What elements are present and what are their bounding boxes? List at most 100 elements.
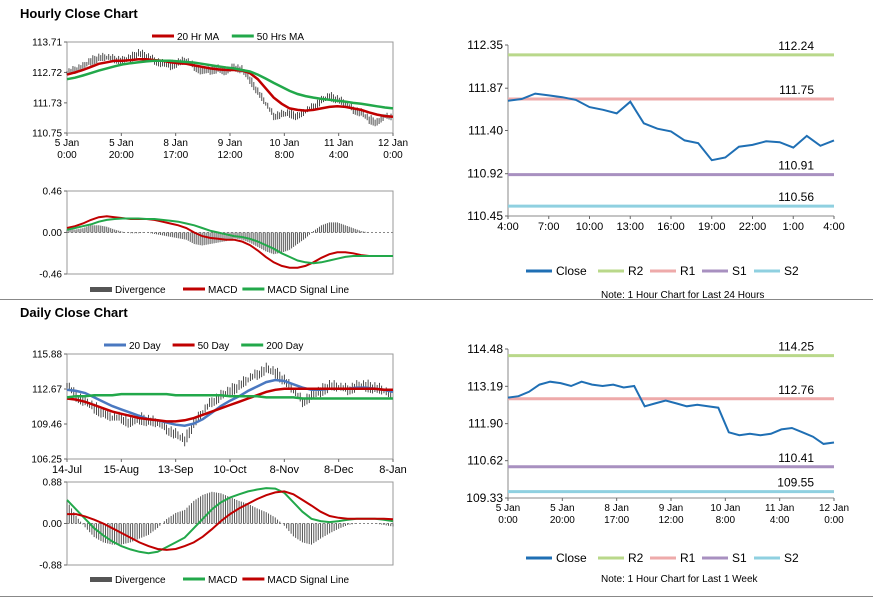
level-label-r2: 112.24	[778, 39, 814, 53]
x-tick-label: 19:00	[698, 221, 726, 233]
y-tick-label: -0.46	[39, 270, 62, 281]
x-tick-label: 5 Jan	[55, 138, 79, 149]
legend-label: S2	[784, 264, 799, 278]
x-tick-label: 15-Aug	[104, 464, 139, 476]
level-label-r2: 114.25	[778, 340, 814, 354]
legend-label: Close	[556, 551, 587, 565]
x-tick-label: 8-Nov	[270, 464, 300, 476]
x-tick-label: 4:00	[497, 221, 518, 233]
y-tick-label: 114.48	[467, 342, 503, 356]
legend-label: R1	[680, 264, 696, 278]
x-tick-label: 1:00	[783, 221, 804, 233]
legend-label: MACD Signal Line	[267, 575, 349, 586]
y-tick-label: 0.88	[43, 478, 63, 489]
y-tick-label: 111.40	[468, 124, 503, 138]
series-line	[66, 215, 393, 269]
bottom-divider	[0, 596, 873, 597]
y-tick-label: 109.46	[31, 420, 62, 431]
x-tick-label: 17:00	[163, 150, 188, 161]
legend-label: 200 Day	[266, 341, 303, 352]
x-tick-label: 0:00	[383, 150, 403, 161]
x-tick-label: 10 Jan	[710, 503, 740, 514]
legend-label: Divergence	[115, 285, 166, 296]
x-tick-label: 12:00	[658, 515, 683, 526]
x-tick-label: 8-Dec	[324, 464, 354, 476]
x-tick-label: 0:00	[57, 150, 77, 161]
legend-label: R2	[628, 551, 644, 565]
y-tick-label: -0.88	[39, 561, 62, 572]
chart-note: Note: 1 Hour Chart for Last 1 Week	[601, 574, 759, 585]
x-tick-label: 5 Jan	[496, 503, 520, 514]
level-label-r1: 111.75	[779, 83, 814, 97]
y-tick-label: 0.00	[43, 228, 63, 239]
legend-swatch	[90, 577, 112, 582]
y-tick-label: 111.90	[468, 417, 503, 431]
x-tick-label: 17:00	[604, 515, 629, 526]
y-tick-label: 110.92	[467, 167, 503, 181]
x-tick-label: 8:00	[275, 150, 295, 161]
y-tick-label: 109.33	[466, 491, 503, 505]
legend-label: 20 Day	[129, 341, 161, 352]
x-tick-label: 8-Jan	[379, 464, 407, 476]
x-tick-label: 5 Jan	[550, 503, 574, 514]
level-label-s1: 110.41	[778, 451, 814, 465]
plot-frame	[66, 41, 394, 134]
x-tick-label: 12:00	[217, 150, 242, 161]
x-tick-label: 14-Jul	[52, 464, 82, 476]
x-tick-label: 12 Jan	[378, 138, 408, 149]
y-tick-label: 113.71	[32, 38, 62, 49]
section-divider	[0, 299, 873, 300]
y-tick-label: 115.88	[32, 350, 62, 361]
x-tick-label: 11 Jan	[765, 503, 794, 514]
y-tick-label: 0.00	[43, 519, 63, 530]
legend-label: R2	[628, 264, 644, 278]
x-tick-label: 0:00	[498, 515, 518, 526]
legend-label: S2	[784, 551, 799, 565]
x-tick-label: 4:00	[770, 515, 790, 526]
close-line	[507, 380, 835, 445]
x-tick-label: 22:00	[739, 221, 767, 233]
legend-label: 50 Day	[198, 341, 230, 352]
x-tick-label: 8 Jan	[604, 503, 628, 514]
series-line	[66, 487, 394, 555]
series-line	[67, 490, 394, 551]
legend-label: MACD Signal Line	[267, 285, 349, 296]
daily-section-title: Daily Close Chart	[20, 305, 128, 320]
y-tick-label: 111.87	[468, 81, 503, 95]
legend-label: MACD	[208, 285, 237, 296]
series-line	[66, 59, 394, 110]
series-line	[66, 217, 393, 265]
legend-label: Close	[556, 264, 587, 278]
x-tick-label: 16:00	[657, 221, 685, 233]
y-tick-label: 111.73	[33, 98, 63, 109]
series-line	[66, 387, 393, 423]
level-label-s2: 109.55	[777, 476, 814, 490]
x-tick-label: 10-Oct	[213, 464, 246, 476]
x-tick-label: 13:00	[616, 221, 644, 233]
y-tick-label: 110.45	[467, 209, 503, 223]
legend-label: MACD	[208, 575, 237, 586]
x-tick-label: 9 Jan	[659, 503, 683, 514]
x-tick-label: 20:00	[550, 515, 575, 526]
legend-label: S1	[732, 551, 747, 565]
legend-label: 20 Hr MA	[177, 32, 220, 43]
y-tick-label: 112.35	[467, 38, 503, 52]
x-tick-label: 12 Jan	[819, 503, 849, 514]
level-label-s2: 110.56	[778, 190, 814, 204]
y-tick-label: 112.72	[32, 68, 62, 79]
legend-label: 50 Hrs MA	[257, 32, 305, 43]
y-tick-label: 110.62	[467, 454, 503, 468]
x-tick-label: 13-Sep	[158, 464, 193, 476]
hourly-section-title: Hourly Close Chart	[20, 6, 138, 21]
x-tick-label: 8 Jan	[163, 138, 187, 149]
x-tick-label: 0:00	[824, 515, 844, 526]
legend-label: S1	[732, 264, 747, 278]
series-line	[66, 392, 393, 400]
y-tick-label: 0.46	[43, 187, 63, 198]
legend-label: R1	[680, 551, 696, 565]
